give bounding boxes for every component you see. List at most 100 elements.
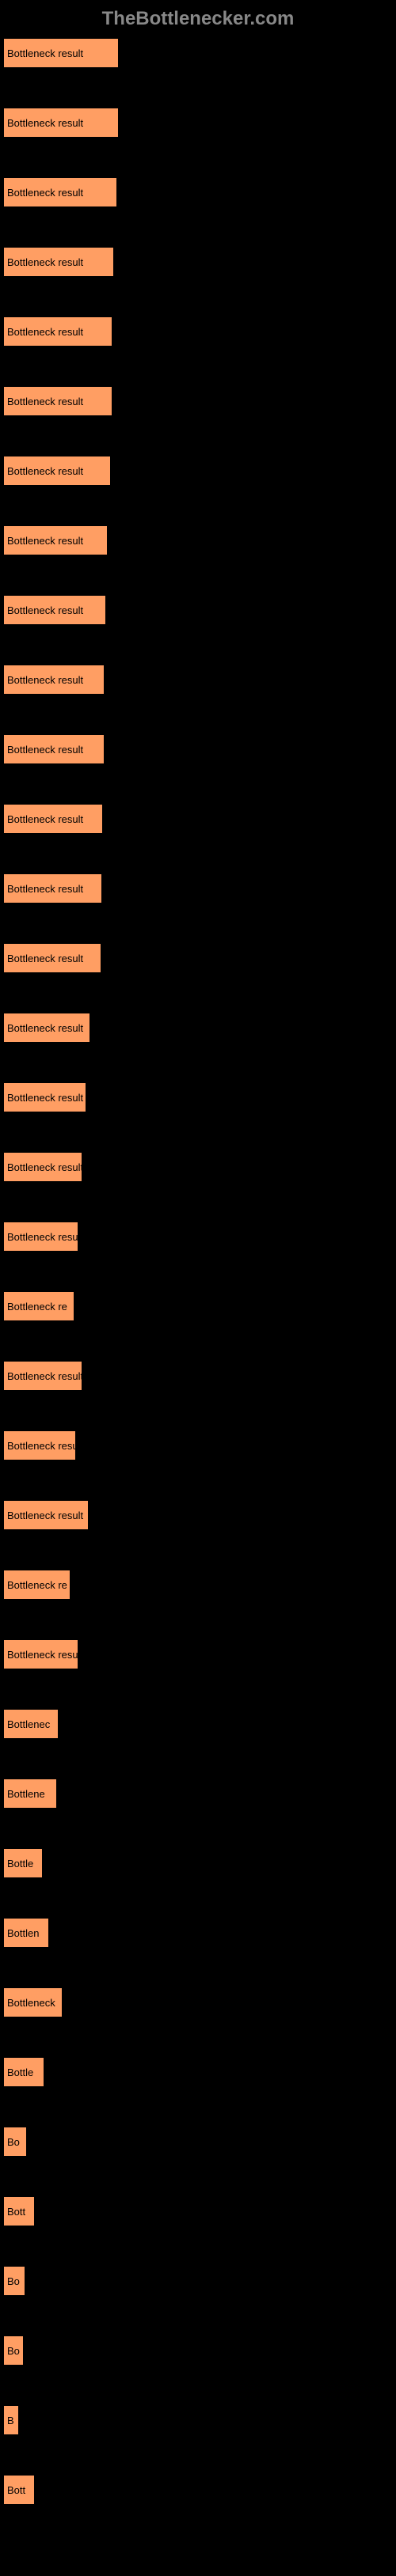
bar-item: Bottleneck re <box>3 1291 393 1321</box>
bar-item: Bottleneck result <box>3 943 393 973</box>
bar-item: Bottlene <box>3 1779 393 1809</box>
bar: Bo <box>3 2127 27 2157</box>
bar-item: Bottleneck result <box>3 247 393 277</box>
bar-item: Bottleneck result <box>3 1013 393 1043</box>
bar: Bottleneck result <box>3 1082 86 1112</box>
bar-label: Bottleneck result <box>7 47 83 59</box>
bar-item: Bottleneck result <box>3 1222 393 1252</box>
bar-label: Bottleneck result <box>7 535 83 547</box>
bar: Bottleneck result <box>3 1222 78 1252</box>
bar: Bottleneck re <box>3 1291 74 1321</box>
bar-item: Bott <box>3 2475 393 2505</box>
bar-item: Bo <box>3 2335 393 2366</box>
bar: Bo <box>3 2266 25 2296</box>
bar-item: Bo <box>3 2266 393 2296</box>
bar-label: Bottleneck result <box>7 953 83 964</box>
bar-label: Bottleneck result <box>7 744 83 756</box>
bar: Bottleneck result <box>3 1013 90 1043</box>
bar: Bottleneck result <box>3 38 119 68</box>
bar: Bottlenec <box>3 1709 59 1739</box>
bar-label: Bottleneck result <box>7 1510 83 1521</box>
bar-label: Bottleneck result <box>7 813 83 825</box>
bar: Bott <box>3 2196 35 2226</box>
bar-item: Bottlenec <box>3 1709 393 1739</box>
bar-chart-container: Bottleneck result Bottleneck result Bottle… <box>0 38 396 2505</box>
bar-label: Bottleneck <box>7 1997 55 2009</box>
bar-label: Bo <box>7 2136 20 2148</box>
bar: Bottleneck result <box>3 1500 89 1530</box>
bar-label: Bottleneck result <box>7 1092 83 1104</box>
bar-label: Bott <box>7 2484 25 2496</box>
bar-item: Bottleneck result <box>3 108 393 138</box>
bar-label: Bottleneck result <box>7 187 83 199</box>
bar-label: Bottleneck result <box>7 1370 82 1382</box>
bar: B <box>3 2405 19 2435</box>
bar-label: Bottleneck resul <box>7 1649 78 1661</box>
bar-label: Bottlene <box>7 1788 45 1800</box>
bar: Bo <box>3 2335 24 2366</box>
bar-item: B <box>3 2405 393 2435</box>
bar-label: Bo <box>7 2345 20 2357</box>
bar-label: Bottleneck result <box>7 1161 82 1173</box>
bar-item: Bottleneck result <box>3 386 393 416</box>
bar-label: Bo <box>7 2275 20 2287</box>
bar: Bottlen <box>3 1918 49 1948</box>
bar: Bottle <box>3 1848 43 1878</box>
bar-label: Bott <box>7 2206 25 2218</box>
bar-item: Bottleneck result <box>3 177 393 207</box>
bar: Bottleneck result <box>3 1361 82 1391</box>
bar-label: Bottleneck result <box>7 604 83 616</box>
bar-item: Bottleneck result <box>3 1152 393 1182</box>
bar-label: Bottlenec <box>7 1718 50 1730</box>
bar: Bottleneck resul <box>3 1639 78 1669</box>
bar-label: Bottleneck resu <box>7 1440 76 1452</box>
bar-label: B <box>7 2415 14 2426</box>
bar-item: Bottlen <box>3 1918 393 1948</box>
bar: Bottleneck result <box>3 386 112 416</box>
bar-item: Bottleneck result <box>3 1500 393 1530</box>
bar-label: Bottleneck re <box>7 1579 67 1591</box>
bar: Bottleneck result <box>3 177 117 207</box>
bar-item: Bottleneck result <box>3 873 393 903</box>
bar: Bottleneck result <box>3 316 112 347</box>
bar: Bottleneck result <box>3 873 102 903</box>
bar-item: Bott <box>3 2196 393 2226</box>
bar-item: Bo <box>3 2127 393 2157</box>
bar-label: Bottleneck result <box>7 883 83 895</box>
bar-label: Bottleneck result <box>7 117 83 129</box>
bar-item: Bottleneck result <box>3 804 393 834</box>
bar-item: Bottle <box>3 1848 393 1878</box>
bar: Bottleneck result <box>3 525 108 555</box>
bar-label: Bottlen <box>7 1927 39 1939</box>
bar: Bottleneck result <box>3 456 111 486</box>
bar-item: Bottleneck result <box>3 734 393 764</box>
bar: Bottleneck result <box>3 943 101 973</box>
bar-label: Bottleneck result <box>7 396 83 407</box>
bar-label: Bottleneck result <box>7 1231 78 1243</box>
site-logo: TheBottlenecker.com <box>0 0 396 38</box>
bar-label: Bottle <box>7 1858 33 1869</box>
bar-item: Bottleneck result <box>3 665 393 695</box>
bar-item: Bottleneck result <box>3 595 393 625</box>
bar: Bottleneck <box>3 1987 63 2017</box>
bar: Bottleneck re <box>3 1570 70 1600</box>
bar-item: Bottleneck result <box>3 525 393 555</box>
bar-item: Bottleneck result <box>3 456 393 486</box>
bar-label: Bottleneck result <box>7 674 83 686</box>
bar-item: Bottleneck re <box>3 1570 393 1600</box>
bar: Bottleneck result <box>3 108 119 138</box>
bar-label: Bottleneck result <box>7 465 83 477</box>
bar: Bottleneck result <box>3 595 106 625</box>
bar: Bottle <box>3 2057 44 2087</box>
bar: Bottleneck result <box>3 247 114 277</box>
bar: Bottleneck result <box>3 1152 82 1182</box>
bar-label: Bottle <box>7 2066 33 2078</box>
bar-item: Bottle <box>3 2057 393 2087</box>
bar: Bott <box>3 2475 35 2505</box>
bar-item: Bottleneck result <box>3 1082 393 1112</box>
bar-item: Bottleneck result <box>3 38 393 68</box>
bar-item: Bottleneck result <box>3 1361 393 1391</box>
bar: Bottleneck result <box>3 665 105 695</box>
bar-item: Bottleneck result <box>3 316 393 347</box>
bar-label: Bottleneck result <box>7 1022 83 1034</box>
